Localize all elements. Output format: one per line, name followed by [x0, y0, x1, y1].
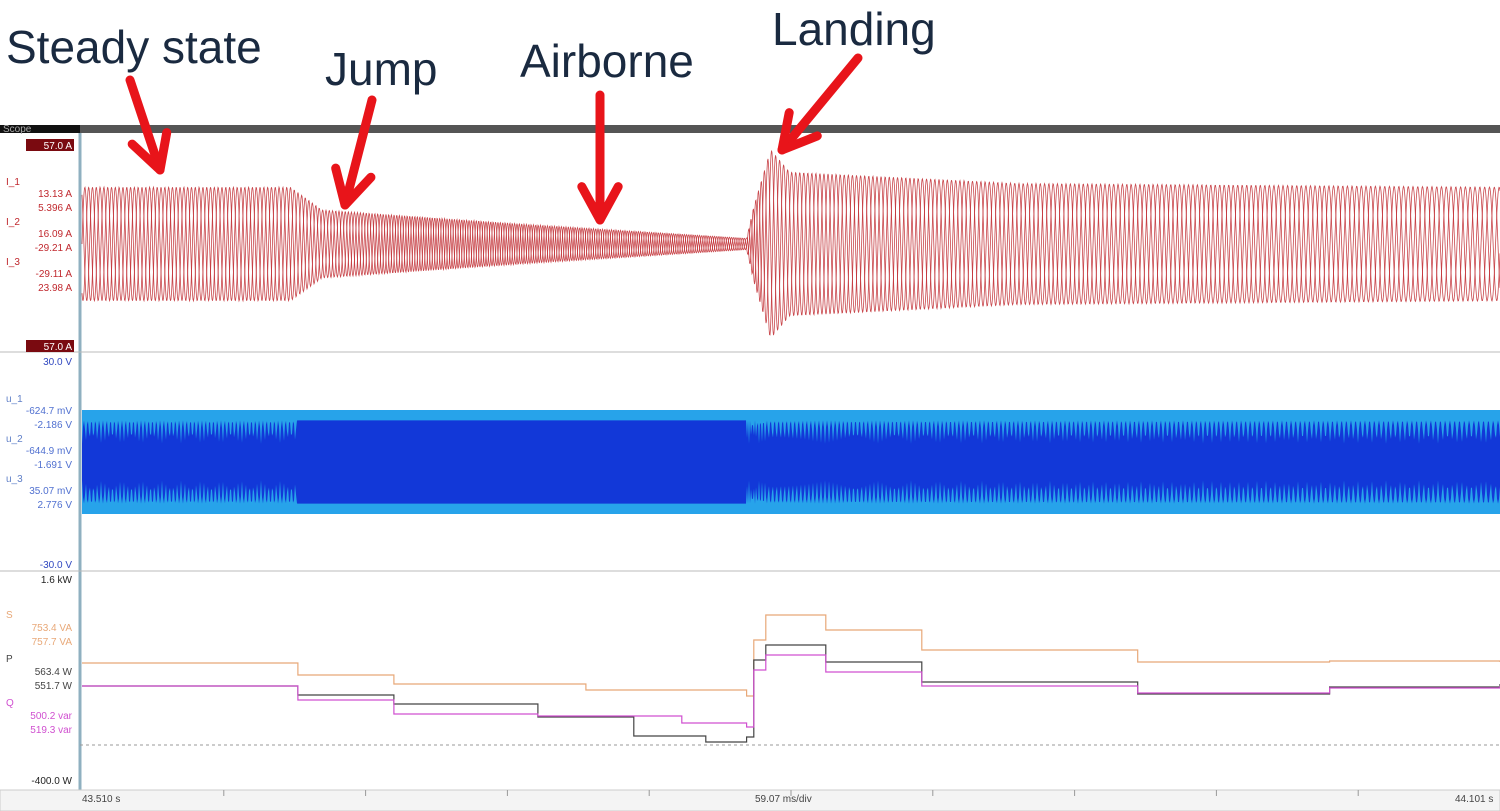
voltage-cursor2-value: -1.691 V	[34, 460, 72, 471]
current-cursor1-value: 16.09 A	[38, 229, 72, 240]
current-waveforms	[81, 150, 1500, 336]
voltage-cursor2-value: 2.776 V	[38, 500, 73, 511]
arrow-shaft	[125, 75, 165, 175]
current-bottom-label: 57.0 A	[44, 342, 73, 353]
voltage-channel-name: u_3	[6, 474, 23, 485]
voltage-bottom-label: -30.0 V	[40, 560, 73, 571]
power-channel-name: P	[6, 654, 13, 665]
voltage-top-label: 30.0 V	[43, 357, 72, 368]
power-cursor2-value: 757.7 VA	[32, 637, 73, 648]
time-per-div: 59.07 ms/div	[755, 794, 812, 805]
power-channel-name: Q	[6, 698, 14, 709]
current-channel-name: I_2	[6, 217, 20, 228]
power-channel-name: S	[6, 610, 13, 621]
current-trace-1	[81, 150, 1500, 331]
voltage-cursor1-value: -624.7 mV	[26, 406, 72, 417]
arrow-shaft	[340, 95, 377, 210]
current-trace-2	[81, 158, 1500, 336]
scope-header-label-bg	[0, 125, 80, 133]
time-axis-bar	[0, 789, 1500, 811]
annotation-arrows	[125, 53, 863, 225]
time-end: 44.101 s	[1455, 794, 1493, 805]
arrow-head	[577, 182, 623, 225]
voltage-trace-upper	[82, 420, 1500, 462]
current-top-badge	[26, 139, 74, 151]
voltage-channel-name: u_1	[6, 394, 23, 405]
scope-header-bar	[0, 125, 1500, 133]
current-channel-name: I_1	[6, 177, 20, 188]
power-cursor2-value: 551.7 W	[35, 681, 73, 692]
arrow-head	[127, 128, 172, 175]
power-cursor1-value: 753.4 VA	[32, 623, 73, 634]
voltage-channel-name: u_2	[6, 434, 23, 445]
current-cursor2-value: 23.98 A	[38, 283, 72, 294]
current-cursor2-value: 5.396 A	[38, 203, 72, 214]
current-top-label: 57.0 A	[44, 141, 73, 152]
current-cursor1-value: 13.13 A	[38, 189, 72, 200]
annotation-steady-state: Steady state	[6, 21, 262, 73]
channel-labels: 57.0 A 57.0 A I_1 13.13 A 5.396 A I_2 16.09 A -…	[6, 139, 74, 787]
power-top-label: 1.6 kW	[41, 575, 73, 586]
power-cursor1-value: 563.4 W	[35, 667, 73, 678]
scope-header-label: Scope	[3, 124, 32, 135]
power-bottom-label: -400.0 W	[31, 776, 72, 787]
voltage-cursor2-value: -2.186 V	[34, 420, 72, 431]
arrow-head	[331, 163, 376, 210]
voltage-trace-lower	[82, 462, 1500, 504]
power-cursor2-value: 519.3 var	[30, 725, 72, 736]
annotation-landing: Landing	[772, 3, 936, 55]
time-axis-ticks	[223, 790, 1359, 796]
voltage-waveforms	[82, 410, 1500, 514]
voltage-cursor1-value: 35.07 mV	[29, 486, 72, 497]
current-cursor2-value: -29.21 A	[35, 243, 73, 254]
arrow-shaft	[777, 53, 863, 155]
power-cursor1-value: 500.2 var	[30, 711, 72, 722]
power-trace-Q	[82, 654, 1500, 728]
voltage-cursor1-value: -644.9 mV	[26, 446, 72, 457]
power-traces	[82, 614, 1500, 743]
power-trace-S	[82, 614, 1500, 697]
current-cursor1-value: -29.11 A	[35, 269, 72, 280]
current-bottom-badge	[26, 340, 74, 352]
current-trace-3	[81, 155, 1500, 336]
time-start: 43.510 s	[82, 794, 120, 805]
annotation-jump: Jump	[325, 43, 438, 95]
arrow-head	[777, 108, 822, 155]
current-channel-name: I_3	[6, 257, 20, 268]
annotation-airborne: Airborne	[520, 35, 694, 87]
